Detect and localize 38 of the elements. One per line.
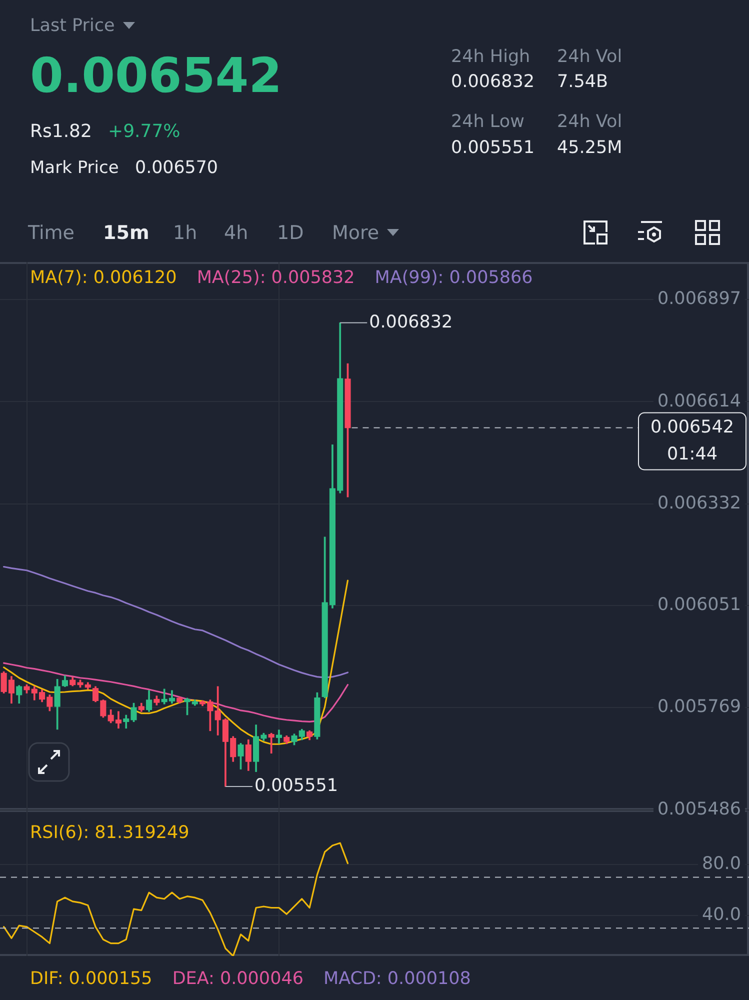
text: MA(99): 0.005866 (374, 268, 533, 288)
annotation: 0.005551 (254, 776, 338, 796)
text: Last Price (30, 16, 115, 36)
text: 4h (224, 222, 248, 244)
annotation: 0.006832 (369, 312, 453, 332)
text: DIF: 0.000155 (30, 969, 152, 989)
text: 15m (103, 222, 150, 244)
text: Time (28, 222, 74, 244)
y-tick-label: 80.0 (702, 854, 741, 874)
ref-line-label: 0.006542 01:44 (650, 417, 734, 464)
y-tick-label: 0.005486 (657, 800, 741, 820)
text: RSI(6): 81.319249 (30, 823, 190, 843)
y-tick-label: 0.006897 (657, 288, 741, 309)
text: 0.005551 (451, 138, 535, 158)
y-tick-label: 0.006051 (657, 595, 741, 616)
text: 45.25M (557, 138, 622, 158)
y-tick-label: 0.006332 (657, 493, 741, 514)
text: MACD: 0.000108 (323, 969, 471, 989)
text: Mark Price (30, 158, 119, 178)
text: +9.77% (108, 121, 180, 143)
y-tick-label: 0.006614 (657, 391, 741, 412)
text: MA(7): 0.006120 (30, 268, 177, 288)
text: 24h Vol (557, 46, 622, 68)
y-tick-label: 40.0 (702, 904, 741, 925)
text: More (332, 222, 380, 244)
text: 7.54B (557, 72, 608, 92)
text: MA(25): 0.005832 (196, 268, 355, 288)
text: DEA: 0.000046 (172, 969, 304, 989)
y-tick-label: 0.005769 (657, 697, 741, 718)
text: Rs1.82 (30, 121, 92, 143)
text: 1D (277, 222, 304, 244)
text: 0.006832 (451, 72, 535, 92)
text: 0.006570 (135, 158, 218, 178)
text: 1h (173, 222, 198, 244)
text: 24h Low (451, 112, 524, 132)
text: 0.006542 (30, 48, 282, 106)
text: 24h High (451, 46, 530, 68)
text: 24h Vol (557, 112, 622, 132)
